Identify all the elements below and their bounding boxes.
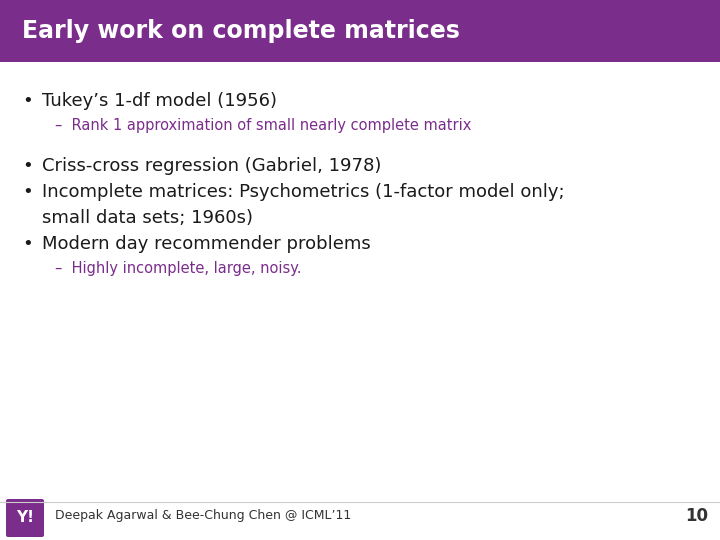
Text: Deepak Agarwal & Bee-Chung Chen @ ICML’11: Deepak Agarwal & Bee-Chung Chen @ ICML’1… [55,510,351,523]
Text: small data sets; 1960s): small data sets; 1960s) [42,209,253,227]
Text: Incomplete matrices: Psychometrics (1-factor model only;: Incomplete matrices: Psychometrics (1-fa… [42,183,564,201]
Text: –  Rank 1 approximation of small nearly complete matrix: – Rank 1 approximation of small nearly c… [55,118,472,133]
Text: •: • [22,92,32,110]
Text: Modern day recommender problems: Modern day recommender problems [42,235,371,253]
Text: 10: 10 [685,507,708,525]
Text: •: • [22,157,32,175]
Text: –  Highly incomplete, large, noisy.: – Highly incomplete, large, noisy. [55,261,302,276]
Text: Tukey’s 1-df model (1956): Tukey’s 1-df model (1956) [42,92,277,110]
Text: Early work on complete matrices: Early work on complete matrices [22,19,460,43]
Text: •: • [22,235,32,253]
Text: Criss-cross regression (Gabriel, 1978): Criss-cross regression (Gabriel, 1978) [42,157,382,175]
FancyBboxPatch shape [0,0,720,62]
FancyBboxPatch shape [6,499,44,537]
Text: •: • [22,183,32,201]
Text: Y!: Y! [16,510,34,525]
